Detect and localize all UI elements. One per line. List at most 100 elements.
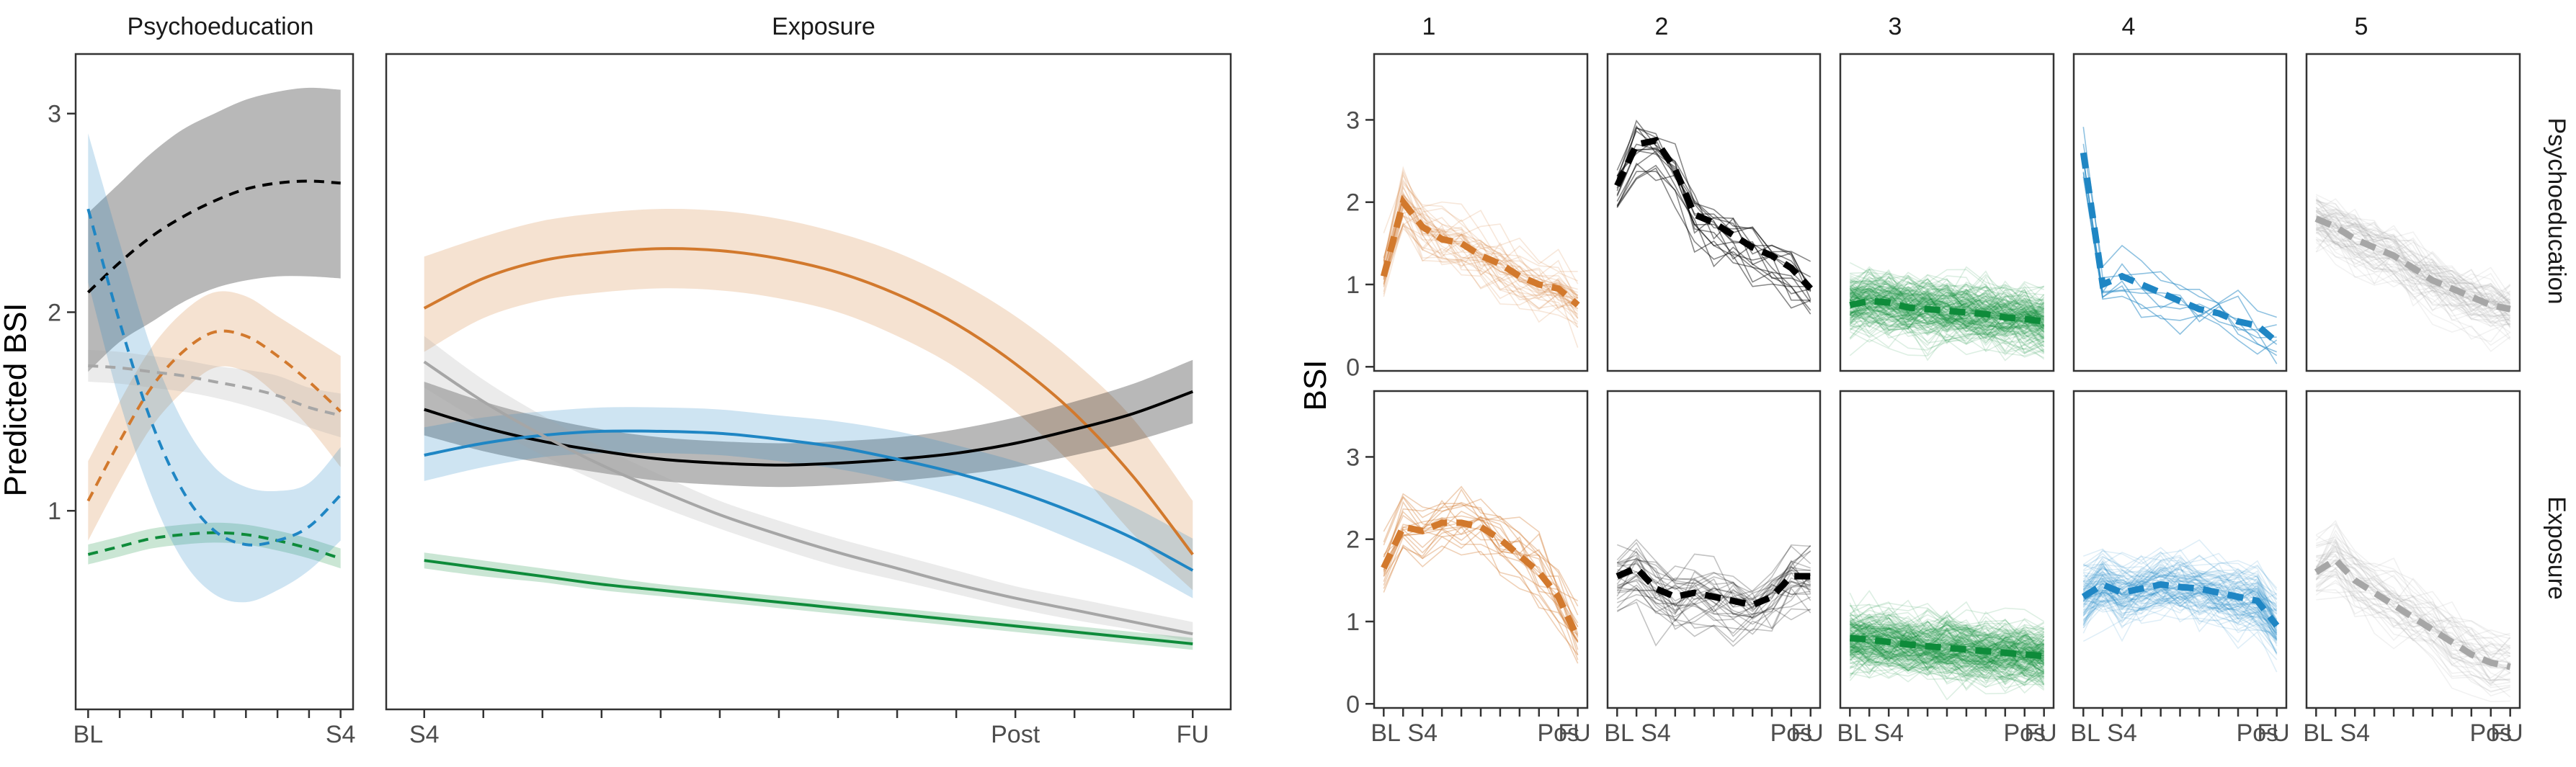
individual-trajectory [1849, 287, 2044, 330]
individual-trajectory [1850, 302, 2045, 353]
individual-trajectory [1849, 286, 2044, 321]
individual-trajectory [2316, 226, 2511, 313]
individual-trajectory [1616, 601, 1811, 647]
individual-trajectory [2315, 579, 2510, 692]
individual-trajectory [1383, 206, 1579, 310]
individual-trajectory [1849, 647, 2045, 686]
individual-trajectory [2082, 588, 2277, 633]
individual-trajectory [1849, 275, 2044, 306]
x-tick-label: BL [1604, 719, 1634, 747]
y-tick-label: 2 [1346, 189, 1360, 217]
individual-trajectory [1849, 644, 2045, 681]
individual-trajectory [2315, 229, 2510, 318]
individual-trajectory [1849, 615, 2045, 658]
individual-trajectory [2315, 241, 2511, 343]
individual-trajectory [2082, 584, 2278, 641]
individual-trajectory [2082, 570, 2278, 625]
individual-trajectory [2315, 561, 2510, 663]
individual-trajectory [1383, 215, 1579, 316]
individual-trajectory [2316, 199, 2511, 304]
individual-trajectory [1849, 621, 2045, 659]
plot-area [1614, 120, 1813, 315]
predicted-bsi-chart: Predicted BSI Psychoeducation Exposure B… [0, 13, 1232, 748]
individual-trajectory [2315, 207, 2510, 295]
x-tick-label: S4 [1641, 719, 1671, 747]
individual-trajectory [1383, 171, 1579, 299]
individual-trajectory [1850, 308, 2045, 352]
individual-trajectory [1850, 290, 2045, 328]
individual-trajectory [1849, 279, 2045, 318]
individual-trajectory [2315, 550, 2510, 655]
individual-trajectory [1849, 277, 2045, 329]
individual-trajectory [1850, 287, 2045, 320]
x-tick-label: Pos [1770, 719, 1813, 747]
individual-trajectory [2082, 568, 2278, 635]
row-strip-psychoeducation: Psychoeducation [2543, 118, 2570, 305]
individual-trajectory [1616, 148, 1811, 287]
individual-trajectory [2315, 570, 2510, 669]
individual-trajectory [1849, 602, 2045, 625]
mean-trajectory [1849, 297, 2045, 325]
individual-trajectory [1849, 300, 2045, 351]
panel-psychoeducation-5 [2305, 53, 2521, 372]
individual-trajectory [1849, 287, 2045, 328]
ci-band-class2 [88, 87, 341, 372]
individual-trajectory [1383, 488, 1579, 607]
individual-trajectory [1383, 204, 1578, 298]
individual-trajectory [2316, 594, 2511, 698]
individual-trajectory [2082, 573, 2278, 606]
individual-trajectory [2082, 562, 2277, 604]
individual-trajectory [1383, 528, 1579, 642]
individual-trajectory [1850, 642, 2045, 672]
individual-trajectory [2316, 539, 2511, 656]
panel-frame [2305, 53, 2521, 372]
individual-trajectory [2082, 560, 2278, 623]
individual-trajectory [2082, 576, 2278, 639]
individual-trajectory [2316, 201, 2511, 311]
individual-trajectory [2083, 579, 2278, 626]
individual-trajectory [2315, 562, 2511, 685]
plot-area [1849, 261, 2045, 362]
individual-trajectory [1616, 164, 1811, 315]
individual-trajectory [1849, 635, 2044, 683]
individual-trajectory [1850, 636, 2044, 681]
y-tick-label: 2 [48, 299, 61, 326]
individual-trajectory [1850, 310, 2044, 350]
individual-trajectory [1850, 272, 2045, 312]
individual-trajectory [1383, 199, 1579, 305]
individual-trajectory [1383, 221, 1579, 325]
individual-trajectory [1850, 640, 2044, 680]
individual-trajectory [1383, 197, 1578, 307]
individual-trajectory [1850, 632, 2045, 662]
individual-trajectory [1383, 206, 1579, 320]
y-tick-label: 1 [48, 498, 61, 525]
individual-trajectory [2315, 533, 2510, 664]
individual-trajectory [2082, 564, 2278, 627]
individual-trajectory [2082, 574, 2278, 632]
individual-trajectory [2315, 545, 2510, 667]
individual-trajectory [2083, 570, 2278, 596]
x-tick-label: BL [1837, 719, 1867, 747]
individual-trajectory [1849, 616, 2045, 654]
individual-trajectory [1383, 196, 1578, 305]
individual-trajectory [2316, 541, 2511, 649]
individual-trajectory [2315, 519, 2511, 660]
individual-trajectory [1849, 592, 2045, 645]
individual-trajectory [1383, 213, 1579, 309]
individual-trajectory [1850, 303, 2045, 333]
individual-trajectory [2082, 576, 2278, 625]
individual-trajectory [1383, 180, 1579, 286]
individual-trajectory [1850, 275, 2045, 327]
individual-trajectory [1849, 612, 2045, 661]
individual-trajectory [1849, 301, 2045, 336]
individual-trajectory [1383, 193, 1579, 310]
individual-trajectory [2315, 220, 2511, 326]
individual-trajectory [1850, 275, 2045, 322]
individual-trajectory [1849, 287, 2045, 316]
individual-trajectory [2315, 215, 2510, 317]
individual-trajectory [1383, 526, 1579, 660]
individual-trajectory [1849, 298, 2044, 343]
ci-band-class3 [88, 522, 341, 569]
individual-trajectory [1849, 604, 2045, 644]
